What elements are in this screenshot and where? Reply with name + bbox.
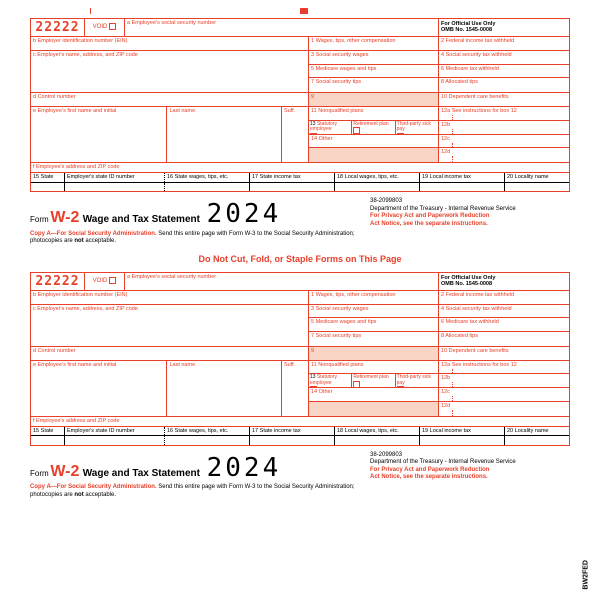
void-box: VOID: [85, 19, 125, 36]
box-4: 4 Social security tax withheld: [439, 305, 569, 318]
box-5: 5 Medicare wages and tips: [309, 65, 439, 78]
box-c-employer: c Employer's name, address, and ZIP code: [31, 305, 309, 346]
w2-form-copy-2: 22222 VOID a Employee's social security …: [30, 272, 570, 446]
box-12c: 12c: [439, 388, 569, 401]
box-e-last: Last name: [167, 107, 282, 162]
box-12b: 12b: [439, 121, 569, 134]
box-9: 9: [309, 347, 439, 360]
box-e-suff: Suff.: [282, 361, 308, 416]
box-9: 9: [309, 93, 439, 106]
do-not-cut-warning: Do Not Cut, Fold, or Staple Forms on Thi…: [30, 254, 570, 264]
crop-mark: [300, 8, 308, 14]
box-19: 19 Local income tax: [420, 427, 505, 436]
box-15-state: 15 State: [31, 427, 65, 436]
box-14: 14 Other: [309, 388, 439, 401]
box-11: 11 Nonqualified plans: [309, 361, 439, 374]
box-a-ssn: a Employee's social security number: [124, 272, 439, 291]
box-c-employer: c Employer's name, address, and ZIP code: [31, 51, 309, 92]
box-20: 20 Locality name: [505, 173, 569, 182]
box-20: 20 Locality name: [505, 427, 569, 436]
omb-box: For Official Use Only OMB No. 1545-0008: [439, 19, 569, 36]
box-4: 4 Social security tax withheld: [439, 51, 569, 64]
box-d-control: d Control number: [31, 347, 309, 360]
box-15-state: 15 State: [31, 173, 65, 182]
form-footer-2: Form W-2 Wage and Tax Statement 2024 Cop…: [30, 452, 570, 500]
box-7: 7 Social security tips: [309, 78, 439, 92]
void-box: VOID: [85, 273, 125, 290]
box-12c: 12c: [439, 135, 569, 148]
box-1: 1 Wages, tips, other compensation: [309, 37, 439, 50]
box-3: 3 Social security wages: [309, 305, 439, 318]
box-15-id: Employer's state ID number: [65, 427, 165, 436]
box-15-id: Employer's state ID number: [65, 173, 165, 182]
box-6: 6 Medicare tax withheld: [439, 318, 569, 331]
box-16: 16 State wages, tips, etc.: [165, 173, 250, 182]
box-13: 13 Statutory employeeRetirement planThir…: [309, 121, 439, 134]
box-14-extra: [309, 148, 439, 162]
box-e-first: e Employee's first name and initial: [31, 361, 167, 416]
box-a-ssn: a Employee's social security number: [124, 18, 439, 37]
box-14-extra: [309, 402, 439, 416]
box-12a: 12a See instructions for box 12: [439, 361, 569, 374]
box-17: 17 State income tax: [250, 427, 335, 436]
w2-form-copy-1: 22222 VOID a Employee's social security …: [30, 18, 570, 192]
box-6: 6 Medicare tax withheld: [439, 65, 569, 78]
box-e-first: e Employee's first name and initial: [31, 107, 167, 162]
box-d-control: d Control number: [31, 93, 309, 106]
box-b-ein: b Employer identification number (EIN): [31, 37, 309, 50]
form-code: 22222: [31, 19, 85, 36]
box-16: 16 State wages, tips, etc.: [165, 427, 250, 436]
box-8: 8 Allocated tips: [439, 78, 569, 92]
box-8: 8 Allocated tips: [439, 332, 569, 346]
product-code: BW2FED: [583, 560, 590, 590]
box-2: 2 Federal income tax withheld: [439, 37, 569, 50]
box-18: 18 Local wages, tips, etc.: [335, 173, 420, 182]
box-3: 3 Social security wages: [309, 51, 439, 64]
box-13: 13 Statutory employeeRetirement planThir…: [309, 374, 439, 387]
box-12a: 12a See instructions for box 12: [439, 107, 569, 120]
box-17: 17 State income tax: [250, 173, 335, 182]
box-10: 10 Dependent care benefits: [439, 347, 569, 360]
box-f-address: f Employee's address and ZIP code: [31, 163, 569, 172]
box-12d: 12d: [439, 148, 569, 162]
box-f-address: f Employee's address and ZIP code: [31, 417, 569, 426]
omb-box: For Official Use Only OMB No. 1545-0008: [439, 273, 569, 290]
box-b-ein: b Employer identification number (EIN): [31, 291, 309, 304]
box-14: 14 Other: [309, 135, 439, 148]
box-11: 11 Nonqualified plans: [309, 107, 439, 120]
box-e-last: Last name: [167, 361, 282, 416]
box-10: 10 Dependent care benefits: [439, 93, 569, 106]
box-19: 19 Local income tax: [420, 173, 505, 182]
box-5: 5 Medicare wages and tips: [309, 318, 439, 331]
form-code: 22222: [31, 273, 85, 290]
crop-mark: [90, 8, 91, 14]
box-18: 18 Local wages, tips, etc.: [335, 427, 420, 436]
box-7: 7 Social security tips: [309, 332, 439, 346]
box-1: 1 Wages, tips, other compensation: [309, 291, 439, 304]
box-12b: 12b: [439, 374, 569, 387]
box-e-suff: Suff.: [282, 107, 308, 162]
box-12d: 12d: [439, 402, 569, 416]
box-2: 2 Federal income tax withheld: [439, 291, 569, 304]
form-footer-1: Form W-2 Wage and Tax Statement 2024 Cop…: [30, 198, 570, 246]
